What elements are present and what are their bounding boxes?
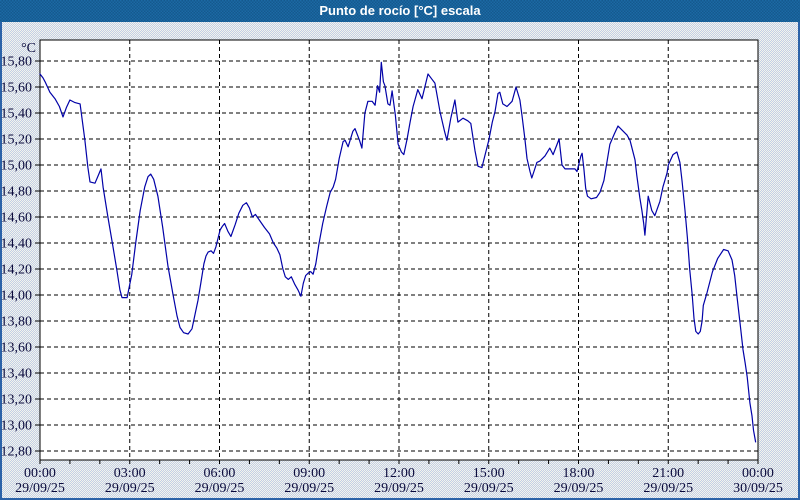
y-tick-label: 13,20 [1,393,33,408]
y-tick-label: 14,80 [1,185,33,200]
x-tick-date-label: 29/09/25 [15,481,65,496]
y-tick-label: 13,80 [1,315,33,330]
y-tick-label: 14,00 [1,289,33,304]
chart-title: Punto de rocío [°C] escala [319,3,481,18]
y-tick-label: 15,00 [1,159,33,174]
x-tick-date-label: 29/09/25 [195,481,245,496]
x-tick-time-label: 00:00 [742,466,774,481]
x-tick-time-label: 12:00 [383,466,415,481]
x-tick-date-label: 29/09/25 [374,481,424,496]
y-tick-label: 15,40 [1,107,33,122]
y-tick-label: 15,80 [1,55,33,70]
y-tick-label: 12,80 [1,445,33,460]
x-tick-time-label: 03:00 [114,466,146,481]
x-tick-date-label: 29/09/25 [284,481,334,496]
x-tick-date-label: 29/09/25 [464,481,514,496]
x-tick-date-label: 30/09/25 [733,481,783,496]
x-tick-time-label: 18:00 [563,466,595,481]
y-axis-unit-label: °C [21,41,36,56]
y-tick-label: 13,40 [1,367,33,382]
title-bar: Punto de rocío [°C] escala [0,0,800,22]
x-tick-time-label: 21:00 [652,466,684,481]
y-tick-label: 14,60 [1,211,33,226]
dew-point-line [39,61,757,443]
plot-border [39,39,759,461]
y-tick-label: 15,20 [1,133,33,148]
y-tick-label: 15,60 [1,81,33,96]
y-tick-label: 13,60 [1,341,33,356]
x-tick-time-label: 00:00 [24,466,56,481]
x-tick-time-label: 06:00 [204,466,236,481]
y-tick-label: 14,40 [1,237,33,252]
x-tick-time-label: 15:00 [473,466,505,481]
x-tick-time-label: 09:00 [293,466,325,481]
x-tick-date-label: 29/09/25 [554,481,604,496]
x-tick-date-label: 29/09/25 [105,481,155,496]
y-tick-label: 14,20 [1,263,33,278]
x-tick-date-label: 29/09/25 [643,481,693,496]
y-tick-label: 13,00 [1,419,33,434]
